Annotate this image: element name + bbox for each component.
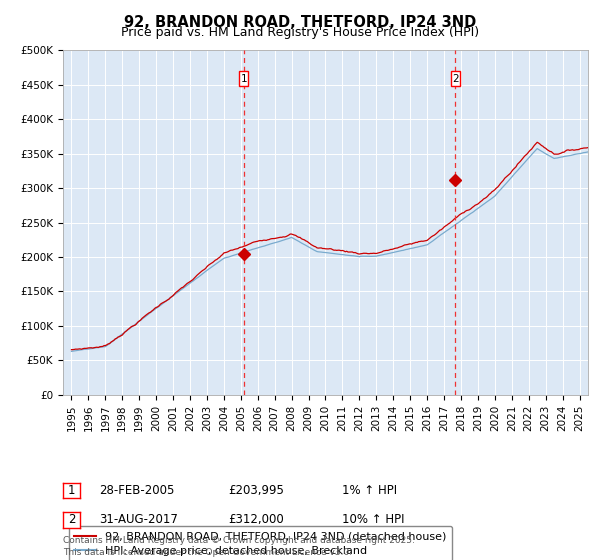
Text: 2: 2 xyxy=(68,513,75,526)
Text: 31-AUG-2017: 31-AUG-2017 xyxy=(99,513,178,526)
Text: 1: 1 xyxy=(241,74,247,83)
Text: 92, BRANDON ROAD, THETFORD, IP24 3ND: 92, BRANDON ROAD, THETFORD, IP24 3ND xyxy=(124,15,476,30)
Text: Contains HM Land Registry data © Crown copyright and database right 2025.
This d: Contains HM Land Registry data © Crown c… xyxy=(63,536,415,557)
Legend: 92, BRANDON ROAD, THETFORD, IP24 3ND (detached house), HPI: Average price, detac: 92, BRANDON ROAD, THETFORD, IP24 3ND (de… xyxy=(68,526,452,560)
Text: 1: 1 xyxy=(68,484,75,497)
Text: 1% ↑ HPI: 1% ↑ HPI xyxy=(342,484,397,497)
Text: 2: 2 xyxy=(452,74,459,83)
Text: £312,000: £312,000 xyxy=(228,513,284,526)
Text: 28-FEB-2005: 28-FEB-2005 xyxy=(99,484,175,497)
Bar xyxy=(451,71,460,86)
Text: £203,995: £203,995 xyxy=(228,484,284,497)
Bar xyxy=(239,71,248,86)
Text: Price paid vs. HM Land Registry's House Price Index (HPI): Price paid vs. HM Land Registry's House … xyxy=(121,26,479,39)
Text: 10% ↑ HPI: 10% ↑ HPI xyxy=(342,513,404,526)
